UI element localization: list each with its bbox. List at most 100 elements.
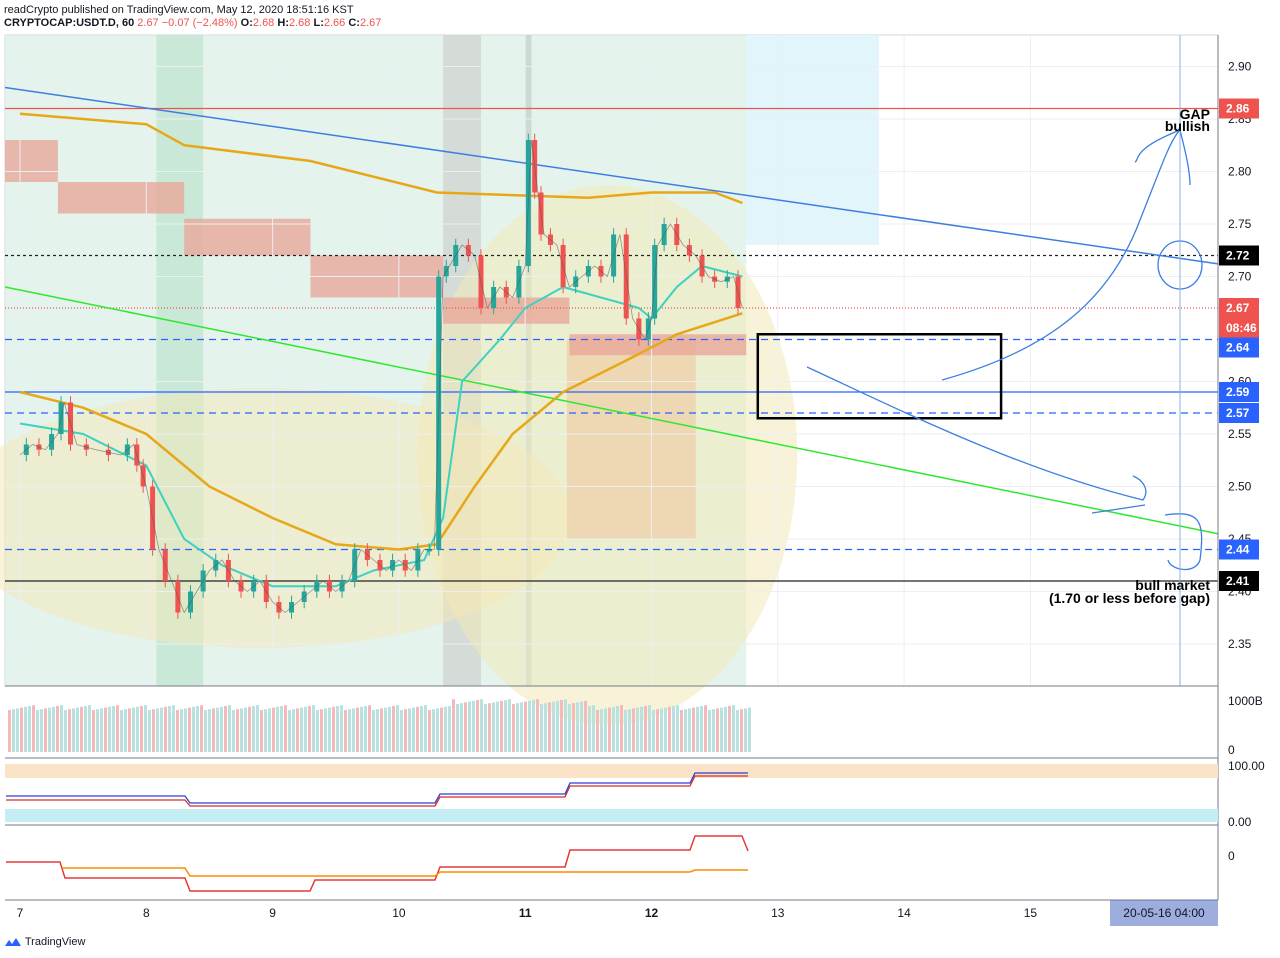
y-tick-label: 2.55: [1228, 427, 1252, 441]
volume-bar: [696, 706, 699, 752]
volume-bar: [544, 703, 547, 752]
y-tick-label: 2.90: [1228, 60, 1252, 74]
volume-bar: [204, 710, 207, 752]
price-label: 2.41: [1226, 574, 1250, 588]
open-value: 2.68: [252, 17, 275, 29]
volume-bar: [664, 707, 667, 752]
volume-bar: [168, 706, 171, 752]
volume-bar: [116, 705, 119, 752]
volume-bar: [628, 709, 631, 752]
volume-bar: [380, 708, 383, 752]
volume-bar: [660, 708, 663, 752]
volume-bar: [236, 709, 239, 752]
chart-header: readCrypto published on TradingView.com,…: [4, 4, 381, 30]
volume-bar: [228, 705, 231, 752]
volume-bar: [396, 705, 399, 752]
macd-line: [6, 835, 749, 892]
volume-bar: [20, 707, 23, 752]
ichimoku-cloud: [184, 218, 311, 256]
volume-bar: [472, 700, 475, 752]
volume-bar: [712, 709, 715, 752]
low-label: L:: [313, 17, 324, 29]
volume-bar: [532, 700, 535, 752]
volume-bar: [476, 700, 479, 752]
volume-bar: [52, 706, 55, 752]
volume-bar: [344, 710, 347, 752]
volume-bar: [632, 708, 635, 752]
volume-bar: [76, 707, 79, 752]
volume-bar: [40, 709, 43, 752]
volume-bar: [428, 710, 431, 752]
volume-bar: [300, 707, 303, 752]
trendline-blue: [4, 86, 1219, 265]
volume-bar: [484, 704, 487, 752]
volume-bar: [420, 706, 423, 752]
volume-bar: [288, 710, 291, 752]
volume-bar: [452, 699, 455, 752]
volume-bar: [656, 709, 659, 752]
volume-bar: [164, 706, 167, 752]
price-label: 08:46: [1226, 321, 1257, 335]
volume-bar: [488, 703, 491, 752]
volume-bar: [572, 703, 575, 752]
volume-bar: [492, 702, 495, 752]
price-line: [19, 139, 743, 614]
macd-axis-label: 0: [1228, 849, 1235, 863]
forecast-drawing: [941, 129, 1191, 381]
volume-bar: [564, 699, 567, 752]
volume-bar: [740, 709, 743, 752]
volume-bar: [644, 706, 647, 752]
annotation: bullish: [1165, 118, 1210, 134]
volume-bar: [480, 699, 483, 752]
volume-bar: [92, 710, 95, 752]
volume-bar: [456, 704, 459, 752]
volume-bar: [404, 709, 407, 752]
volume-bar: [56, 706, 59, 752]
volume-bar: [88, 705, 91, 752]
volume-bar: [120, 710, 123, 752]
x-tick-label: 7: [17, 906, 24, 920]
volume-bar: [520, 702, 523, 752]
volume-bar: [220, 706, 223, 752]
forecast-drawing: [1164, 513, 1203, 571]
volume-bar: [360, 706, 363, 752]
bg-cloud: [0, 388, 570, 648]
volume-bar: [580, 701, 583, 752]
volume-bar: [356, 707, 359, 752]
publisher-line: readCrypto published on TradingView.com,…: [4, 4, 354, 16]
volume-bar: [232, 710, 235, 752]
volume-bar: [548, 702, 551, 752]
volume-bar: [652, 710, 655, 752]
price-label-box: [1219, 382, 1259, 402]
volume-bar: [460, 703, 463, 752]
volume-bar: [192, 706, 195, 752]
volume-bar: [612, 706, 615, 752]
volume-bar: [512, 704, 515, 752]
volume-bar: [744, 708, 747, 752]
volume-bar: [252, 706, 255, 752]
volume-bar: [72, 708, 75, 752]
volume-bar: [64, 710, 67, 752]
volume-bar: [80, 706, 83, 752]
volume-bar: [240, 708, 243, 752]
price-label: 2.57: [1226, 406, 1250, 420]
y-tick-label: 2.50: [1228, 480, 1252, 494]
volume-bar: [584, 700, 587, 752]
volume-bar: [368, 705, 371, 752]
volume-bar: [688, 708, 691, 752]
volume-bar: [588, 706, 591, 752]
volume-bar: [100, 708, 103, 752]
x-tick-label: 12: [645, 906, 659, 920]
price-label: 2.67: [1226, 301, 1250, 315]
volume-bar: [176, 710, 179, 752]
volume-bar: [28, 706, 31, 752]
forecast-drawing: [806, 366, 1147, 514]
x-tick-label: 14: [897, 906, 911, 920]
volume-bar: [576, 702, 579, 752]
price-label: 2.59: [1226, 385, 1250, 399]
volume-bar: [504, 700, 507, 752]
volume-bar: [328, 707, 331, 752]
price-label: 2.44: [1226, 543, 1250, 557]
price-label: 2.72: [1226, 249, 1250, 263]
